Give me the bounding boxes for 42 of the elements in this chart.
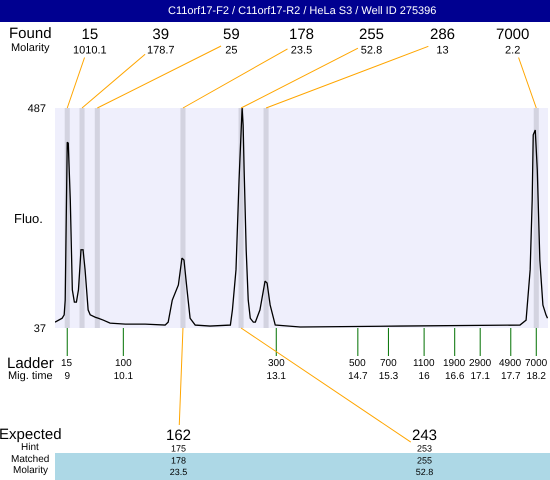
text: Mig. time (8, 370, 53, 382)
x-tick-label: 17.7 (501, 371, 521, 382)
x-tick-label: 14.7 (348, 371, 368, 382)
x-tick-label: 13.1 (266, 371, 286, 382)
chart-title: C11orf17-F2 / C11orf17-R2 / HeLa S3 / Well ID 275396 (168, 5, 436, 17)
annotation: 1100 (413, 358, 435, 369)
y-tick-label: 37 (34, 322, 46, 335)
annotation: 300 (268, 358, 286, 369)
text: Molarity (13, 465, 48, 476)
annotation: 7000 (525, 358, 548, 369)
annotation: 500 (349, 358, 366, 369)
annotation: 700 (380, 358, 398, 369)
x-tick-label: 17.1 (470, 371, 490, 382)
text: Hint (21, 442, 40, 453)
text: Expected (0, 426, 62, 443)
text: Found (9, 25, 52, 42)
annotation: 59 25 (223, 26, 240, 56)
text: Matched (11, 454, 50, 465)
x-tick-label: 15.3 (378, 371, 399, 382)
x-tick-label: 18.2 (526, 371, 546, 382)
annotation: 15 1010.1 (73, 26, 107, 56)
y-axis-title: Fluo. (14, 211, 43, 226)
text: Ladder (7, 355, 54, 372)
annotation: 1900 (443, 358, 466, 369)
annotation: 2900 (469, 358, 492, 369)
line-series (55, 108, 548, 328)
x-tick-label: 9 (64, 371, 70, 382)
x-tick-label: 10.1 (114, 371, 134, 382)
annotation: 4900 (499, 358, 522, 369)
annotation: 7000 2.2 (496, 26, 530, 56)
annotation: 39 178.7 (147, 26, 175, 56)
annotation: 100 (115, 358, 132, 369)
annotation: 178 23.5 (289, 26, 314, 56)
annotation: 243 253 255 52.8 (412, 427, 438, 478)
annotation: 255 52.8 (359, 26, 384, 56)
annotation: 286 13 (430, 26, 456, 56)
x-tick-label: 16.6 (444, 371, 465, 382)
text: Molarity (11, 42, 50, 54)
annotation: 15 (61, 358, 73, 369)
x-tick-label: 16 (418, 371, 430, 382)
annotation: 162 175 178 23.5 (166, 427, 192, 478)
y-tick-label: 487 (28, 102, 46, 115)
